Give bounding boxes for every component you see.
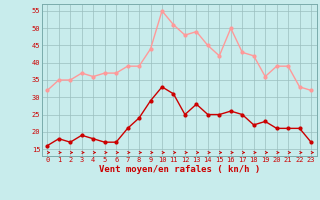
X-axis label: Vent moyen/en rafales ( kn/h ): Vent moyen/en rafales ( kn/h ) xyxy=(99,165,260,174)
